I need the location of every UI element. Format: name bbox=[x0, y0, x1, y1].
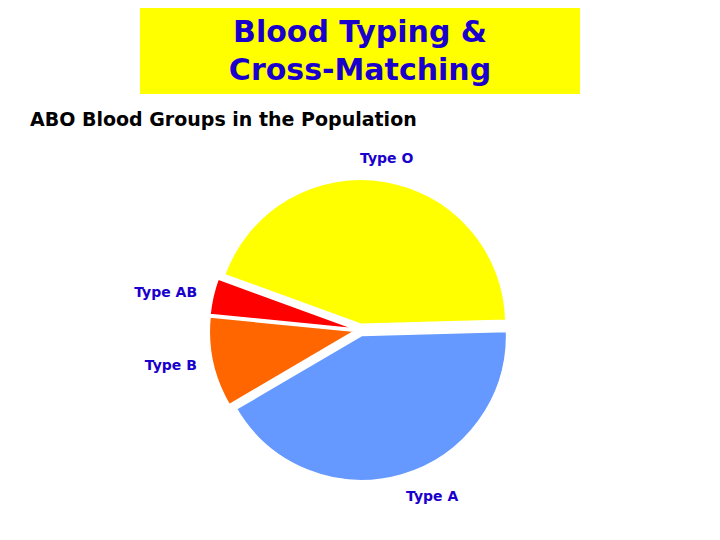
slice-label: Type O bbox=[360, 150, 413, 166]
pie-slice bbox=[209, 317, 354, 405]
slice-label: Type B bbox=[145, 357, 197, 373]
subtitle: ABO Blood Groups in the Population bbox=[30, 108, 417, 130]
pie-labels: Type O Type A Type B Type AB bbox=[134, 150, 458, 503]
title-background bbox=[140, 8, 580, 94]
pie bbox=[209, 179, 506, 480]
slice-label: Type AB bbox=[134, 284, 197, 300]
slice-label: Type A bbox=[406, 488, 458, 504]
pie-slice bbox=[210, 279, 354, 329]
title: Blood Typing & bbox=[233, 14, 487, 49]
title: Cross-Matching bbox=[229, 52, 491, 87]
chart: Blood Typing &Cross-Matching ABO Blood Gr… bbox=[0, 0, 720, 540]
